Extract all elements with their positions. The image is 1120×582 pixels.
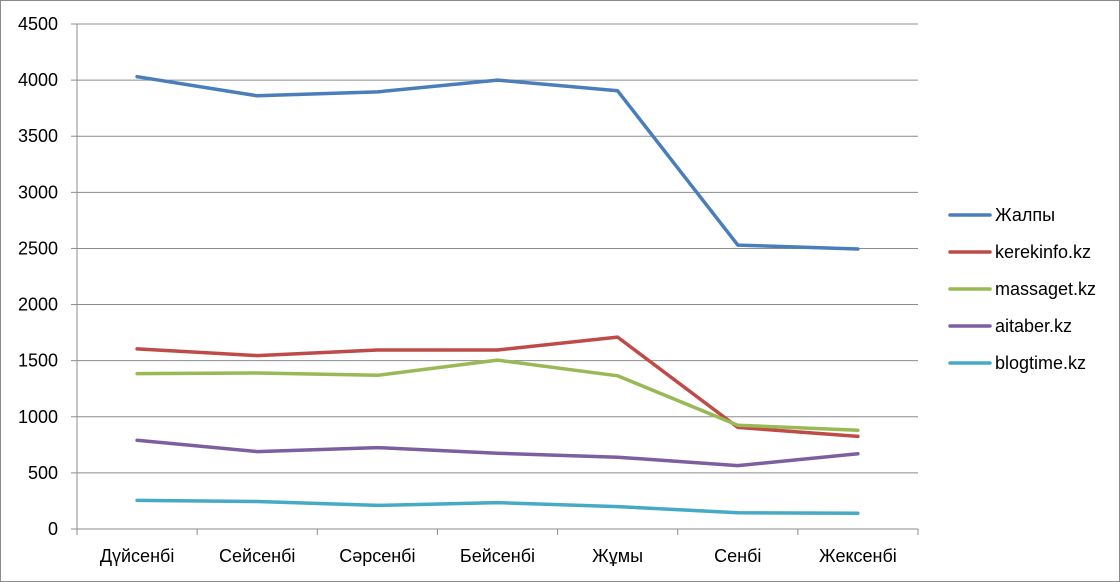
y-tick-label: 1000 — [18, 407, 58, 427]
y-tick-label: 4000 — [18, 70, 58, 90]
series-line-3 — [135, 438, 860, 468]
legend: Жалпы kerekinfo.kz massaget.kz aitaber.kz bl… — [948, 205, 1096, 373]
x-axis-ticks: Дүйсенбі Сейсенбі Сәрсенбі Бейсенбі Жұмы Сенб… — [76, 529, 919, 566]
x-tick-label: Бейсенбі — [460, 546, 535, 566]
y-tick-label: 500 — [28, 463, 58, 483]
y-tick-label: 2000 — [18, 295, 58, 315]
series-line-4 — [135, 498, 860, 516]
gridlines — [77, 23, 918, 474]
y-tick-label: 0 — [48, 519, 58, 539]
x-tick-label: Сейсенбі — [219, 546, 295, 566]
series-line-0 — [135, 74, 860, 251]
y-tick-label: 3000 — [18, 182, 58, 202]
series-line-2 — [135, 358, 860, 432]
y-axis-ticks: 0 500 1000 1500 2000 2500 3000 3500 4000 4500 — [18, 14, 77, 539]
legend-label: kerekinfo.kz — [995, 242, 1091, 262]
legend-label: aitaber.kz — [995, 316, 1072, 336]
x-tick-label: Сәрсенбі — [339, 546, 415, 566]
legend-label: blogtime.kz — [995, 353, 1086, 373]
legend-label: Жалпы — [995, 205, 1055, 225]
legend-label: massaget.kz — [995, 279, 1096, 299]
y-tick-label: 1500 — [18, 351, 58, 371]
y-tick-label: 4500 — [18, 14, 58, 34]
y-tick-label: 2500 — [18, 238, 58, 258]
axes — [76, 24, 918, 530]
series-lines — [135, 74, 860, 516]
x-tick-label: Жексенбі — [819, 546, 897, 566]
series-line-1 — [135, 335, 860, 439]
x-tick-label: Дүйсенбі — [100, 546, 175, 566]
x-tick-label: Жұмы — [592, 546, 643, 566]
x-tick-label: Сенбі — [714, 546, 761, 566]
y-tick-label: 3500 — [18, 126, 58, 146]
